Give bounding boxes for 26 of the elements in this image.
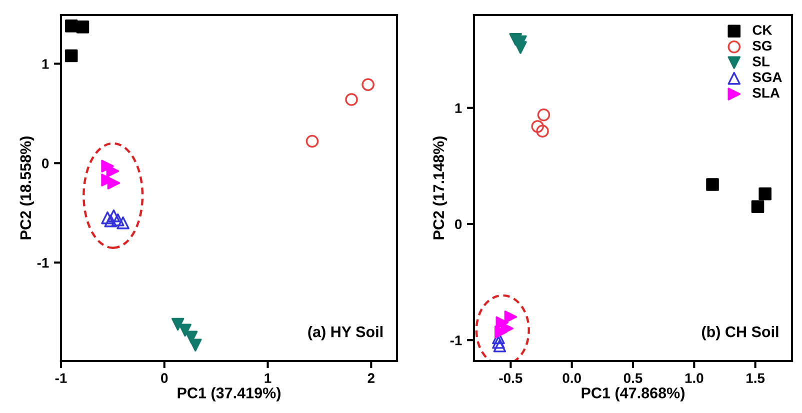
x-axis-title: PC1 (47.868%) xyxy=(582,387,684,402)
annotation: (a) HY Soil xyxy=(308,326,382,340)
x-tick-label: 0.5 xyxy=(624,373,642,384)
legend-label: SLA xyxy=(752,88,780,98)
y-tick-label: -1 xyxy=(450,336,462,346)
x-tick-label: 0.0 xyxy=(562,373,581,384)
x-tick-label: -0.5 xyxy=(499,373,522,384)
y-tick-label: -1 xyxy=(37,258,49,268)
x-tick-label: 1.0 xyxy=(685,373,704,384)
y-tick-label: 1 xyxy=(455,103,462,113)
annotation: (b) CH Soil xyxy=(702,326,778,340)
x-axis-title: PC1 (37.419%) xyxy=(178,387,280,402)
legend-label: SL xyxy=(752,56,770,66)
y-axis-title: PC2 (18.558%) xyxy=(20,136,34,240)
y-tick-label: 0 xyxy=(455,219,462,230)
y-axis-title: PC2 (17.148%) xyxy=(432,136,448,240)
legend-label: SG xyxy=(752,40,772,51)
legend-label: CK xyxy=(752,25,772,35)
legend-label: SGA xyxy=(752,72,782,82)
x-tick-label: 2 xyxy=(368,373,374,383)
x-tick-label: 1 xyxy=(264,373,272,383)
y-tick-label: 0 xyxy=(42,158,49,168)
x-tick-label: 1.5 xyxy=(746,373,765,384)
x-tick-label: 0 xyxy=(161,373,168,384)
y-tick-label: 1 xyxy=(42,59,49,69)
x-tick-label: -1 xyxy=(55,373,67,383)
